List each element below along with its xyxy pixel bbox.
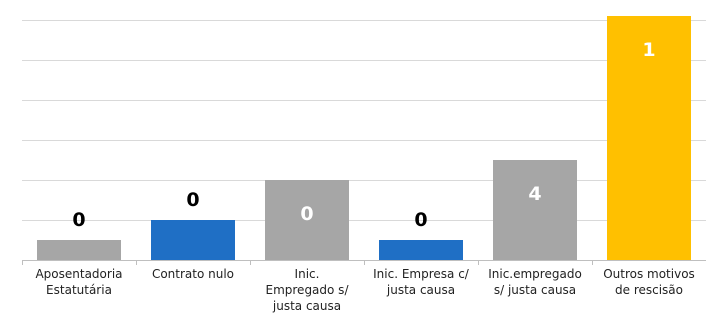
x-tick-label-line: justa causa (386, 283, 455, 297)
bar (37, 240, 121, 260)
x-tick-label-line: Aposentadoria (35, 267, 122, 281)
data-label: 1 (642, 39, 655, 61)
x-tick-label: Aposentadoria Estatutária (35, 267, 122, 297)
bar (607, 16, 691, 260)
x-tick-label: Inic. Empresa c/justa causa (373, 267, 470, 297)
data-label: 0 (300, 203, 313, 225)
bar (265, 180, 349, 260)
x-tick-label-line: justa causa (272, 299, 341, 313)
x-tick-label-line: s/ justa causa (494, 283, 576, 297)
x-tick-label-line: Contrato nulo (152, 267, 234, 281)
bar (151, 220, 235, 260)
data-label: 4 (528, 183, 541, 205)
x-tick-label: Contrato nulo (152, 267, 234, 281)
x-tick-label-line: Inic. (295, 267, 320, 281)
bar (493, 160, 577, 260)
x-tick-label-line: Inic. Empresa c/ (373, 267, 470, 281)
x-tick-label-line: de rescisão (615, 283, 683, 297)
x-tick-label: Inic. Empregado s/justa causa (266, 267, 350, 313)
x-tick-label-line: Outros motivos (603, 267, 695, 281)
x-tick-label-line: Estatutária (46, 283, 112, 297)
x-tick-label: Inic.empregado s/ justa causa (488, 267, 582, 297)
bar (379, 240, 463, 260)
data-label: 0 (414, 209, 427, 231)
x-tick-label: Outros motivos de rescisão (603, 267, 695, 297)
x-tick-label-line: Inic.empregado (488, 267, 582, 281)
data-label: 0 (72, 209, 85, 231)
data-label: 0 (186, 189, 199, 211)
x-tick-label-line: Empregado s/ (266, 283, 350, 297)
